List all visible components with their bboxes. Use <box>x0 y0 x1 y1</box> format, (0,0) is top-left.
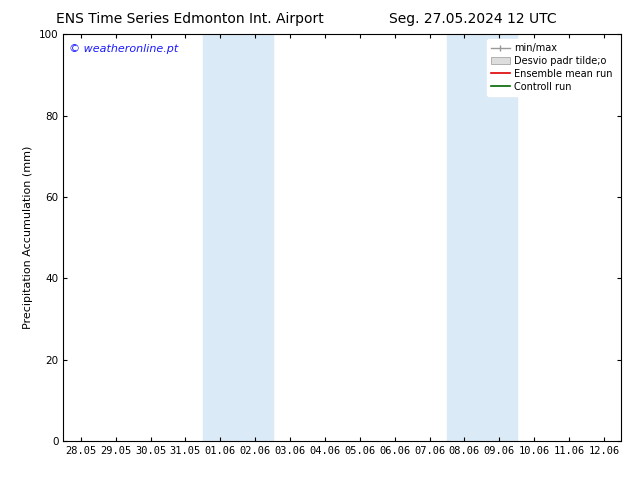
Text: © weatheronline.pt: © weatheronline.pt <box>69 45 178 54</box>
Text: ENS Time Series Edmonton Int. Airport: ENS Time Series Edmonton Int. Airport <box>56 12 324 26</box>
Bar <box>447 34 482 441</box>
Legend: min/max, Desvio padr tilde;o, Ensemble mean run, Controll run: min/max, Desvio padr tilde;o, Ensemble m… <box>487 39 616 96</box>
Bar <box>238 34 273 441</box>
Text: Seg. 27.05.2024 12 UTC: Seg. 27.05.2024 12 UTC <box>389 12 556 26</box>
Y-axis label: Precipitation Accumulation (mm): Precipitation Accumulation (mm) <box>23 146 34 329</box>
Bar <box>482 34 517 441</box>
Bar <box>203 34 238 441</box>
